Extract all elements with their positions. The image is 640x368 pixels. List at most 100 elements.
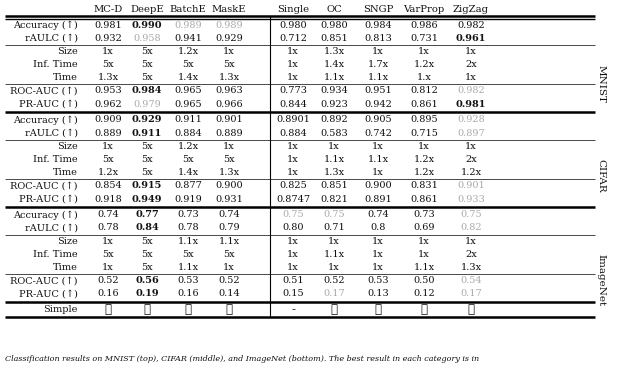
- Text: 1x: 1x: [102, 142, 114, 151]
- Text: MNIST: MNIST: [596, 65, 605, 103]
- Text: 0.73: 0.73: [177, 210, 199, 219]
- Text: 1x: 1x: [102, 47, 114, 56]
- Text: 0.54: 0.54: [460, 276, 482, 285]
- Text: 1x: 1x: [102, 237, 114, 246]
- Text: 1x: 1x: [418, 142, 430, 151]
- Text: 1x: 1x: [287, 60, 299, 69]
- Text: 0.961: 0.961: [456, 34, 486, 43]
- Text: 0.84: 0.84: [135, 223, 159, 233]
- Text: 0.80: 0.80: [282, 223, 304, 233]
- Text: 1.2x: 1.2x: [460, 168, 481, 177]
- Text: 0.909: 0.909: [94, 116, 122, 124]
- Text: VarProp: VarProp: [403, 6, 445, 14]
- Text: 0.900: 0.900: [215, 181, 243, 190]
- Text: 0.52: 0.52: [323, 276, 345, 285]
- Text: 1x: 1x: [465, 142, 477, 151]
- Text: 1.x: 1.x: [417, 73, 431, 82]
- Text: 0.931: 0.931: [215, 195, 243, 204]
- Text: 1.2x: 1.2x: [97, 168, 118, 177]
- Text: 1.2x: 1.2x: [413, 60, 435, 69]
- Text: 5x: 5x: [141, 142, 153, 151]
- Text: Accuracy (↑): Accuracy (↑): [13, 20, 78, 30]
- Text: 1.3x: 1.3x: [323, 168, 344, 177]
- Text: Size: Size: [57, 237, 78, 246]
- Text: 1.1x: 1.1x: [323, 73, 344, 82]
- Text: 5x: 5x: [182, 60, 194, 69]
- Text: 0.851: 0.851: [320, 34, 348, 43]
- Text: 1.3x: 1.3x: [97, 73, 118, 82]
- Text: 0.851: 0.851: [320, 181, 348, 190]
- Text: 0.74: 0.74: [97, 210, 119, 219]
- Text: Inf. Time: Inf. Time: [33, 60, 78, 69]
- Text: -: -: [291, 303, 295, 316]
- Text: 1x: 1x: [328, 142, 340, 151]
- Text: ImageNet: ImageNet: [596, 254, 605, 307]
- Text: ROC-AUC (↑): ROC-AUC (↑): [10, 181, 78, 190]
- Text: 0.905: 0.905: [364, 116, 392, 124]
- Text: ✓: ✓: [467, 303, 474, 316]
- Text: 0.981: 0.981: [94, 21, 122, 29]
- Text: 0.844: 0.844: [279, 100, 307, 109]
- Text: BatchE: BatchE: [170, 6, 206, 14]
- Text: 1x: 1x: [418, 47, 430, 56]
- Text: 0.982: 0.982: [457, 21, 485, 29]
- Text: 0.934: 0.934: [320, 86, 348, 96]
- Text: DeepE: DeepE: [130, 6, 164, 14]
- Text: 0.715: 0.715: [410, 128, 438, 138]
- Text: 0.915: 0.915: [132, 181, 162, 190]
- Text: 0.911: 0.911: [132, 128, 162, 138]
- Text: 1x: 1x: [372, 142, 384, 151]
- Text: SNGP: SNGP: [363, 6, 393, 14]
- Text: MaskE: MaskE: [212, 6, 246, 14]
- Text: 2x: 2x: [465, 155, 477, 164]
- Text: 0.861: 0.861: [410, 100, 438, 109]
- Text: 5x: 5x: [141, 168, 153, 177]
- Text: ✓: ✓: [330, 303, 337, 316]
- Text: Time: Time: [53, 168, 78, 177]
- Text: Accuracy (↑): Accuracy (↑): [13, 210, 78, 220]
- Text: 0.966: 0.966: [215, 100, 243, 109]
- Text: 1x: 1x: [287, 237, 299, 246]
- Text: 5x: 5x: [141, 250, 153, 259]
- Text: 0.821: 0.821: [320, 195, 348, 204]
- Text: 1x: 1x: [223, 47, 235, 56]
- Text: 0.981: 0.981: [456, 100, 486, 109]
- Text: 1x: 1x: [287, 142, 299, 151]
- Text: 0.951: 0.951: [364, 86, 392, 96]
- Text: 5x: 5x: [141, 60, 153, 69]
- Text: 1x: 1x: [287, 47, 299, 56]
- Text: ✓: ✓: [104, 303, 111, 316]
- Text: 0.82: 0.82: [460, 223, 482, 233]
- Text: 1x: 1x: [223, 263, 235, 272]
- Text: 1x: 1x: [465, 47, 477, 56]
- Text: Time: Time: [53, 263, 78, 272]
- Text: 1x: 1x: [287, 155, 299, 164]
- Text: 0.895: 0.895: [410, 116, 438, 124]
- Text: 0.911: 0.911: [174, 116, 202, 124]
- Text: 0.941: 0.941: [174, 34, 202, 43]
- Text: 0.77: 0.77: [135, 210, 159, 219]
- Text: 1.4x: 1.4x: [323, 60, 344, 69]
- Text: 0.892: 0.892: [320, 116, 348, 124]
- Text: 1x: 1x: [372, 47, 384, 56]
- Text: 1x: 1x: [102, 263, 114, 272]
- Text: 0.16: 0.16: [177, 290, 199, 298]
- Text: 1x: 1x: [372, 263, 384, 272]
- Text: 0.73: 0.73: [413, 210, 435, 219]
- Text: 0.884: 0.884: [279, 128, 307, 138]
- Text: 0.69: 0.69: [413, 223, 435, 233]
- Text: 0.958: 0.958: [133, 34, 161, 43]
- Text: 0.929: 0.929: [215, 34, 243, 43]
- Text: 1x: 1x: [418, 250, 430, 259]
- Text: 0.889: 0.889: [215, 128, 243, 138]
- Text: Size: Size: [57, 142, 78, 151]
- Text: 0.831: 0.831: [410, 181, 438, 190]
- Text: 0.13: 0.13: [367, 290, 389, 298]
- Text: 1.1x: 1.1x: [177, 263, 198, 272]
- Text: 0.962: 0.962: [94, 100, 122, 109]
- Text: PR-AUC (↑): PR-AUC (↑): [19, 290, 78, 298]
- Text: 0.989: 0.989: [215, 21, 243, 29]
- Text: 0.953: 0.953: [94, 86, 122, 96]
- Text: 5x: 5x: [141, 155, 153, 164]
- Text: 0.8747: 0.8747: [276, 195, 310, 204]
